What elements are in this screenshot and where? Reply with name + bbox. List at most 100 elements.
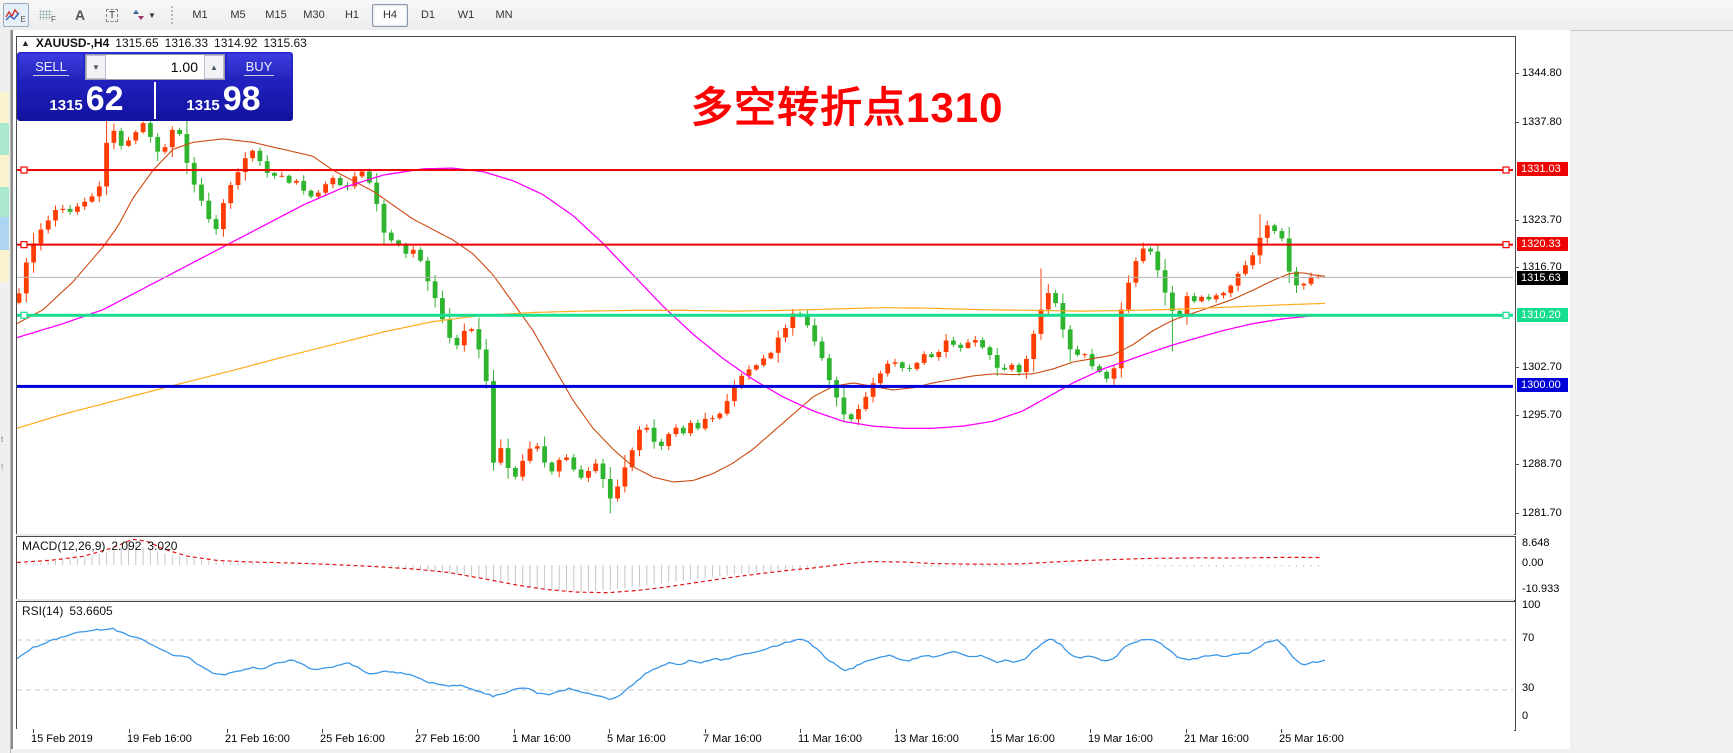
- timeframe-m30[interactable]: M30: [303, 9, 325, 21]
- timeframe-w1[interactable]: W1: [457, 9, 475, 21]
- time-tick: [1281, 729, 1282, 733]
- time-tick: [227, 729, 228, 733]
- chart-annotation: 多空转折点1310: [691, 84, 1004, 131]
- hline-1331.03[interactable]: [17, 169, 1513, 172]
- strip-segment: [0, 250, 9, 282]
- time-label: 15 Mar 16:00: [990, 733, 1055, 745]
- timeframe-m15[interactable]: M15: [265, 9, 287, 21]
- hline-1320.33[interactable]: [17, 243, 1513, 246]
- rsi-pane[interactable]: [16, 601, 1516, 731]
- text-box-icon[interactable]: T: [99, 3, 125, 27]
- rsi-axis-label: 70: [1522, 632, 1535, 644]
- time-tick: [705, 729, 706, 733]
- buy-price[interactable]: 1315 98: [186, 80, 261, 118]
- rsi-axis-label: 100: [1522, 599, 1541, 611]
- rsi-value: 53.6605: [69, 604, 113, 618]
- timeframe-h4[interactable]: H4: [372, 3, 408, 27]
- price-divider: [154, 82, 156, 119]
- volume-input[interactable]: [106, 55, 204, 79]
- time-label: 7 Mar 16:00: [703, 733, 762, 745]
- chevron-down-icon: ▼: [148, 10, 156, 20]
- time-tick: [514, 729, 515, 733]
- time-label: 25 Feb 16:00: [320, 733, 385, 745]
- time-label: 11 Mar 16:00: [798, 733, 863, 745]
- ohlc-high: 1316.33: [164, 36, 209, 50]
- chart-zigzag-glyph: [5, 8, 20, 21]
- line-handle[interactable]: [1502, 311, 1510, 319]
- timeframe-mn[interactable]: MN: [495, 9, 513, 21]
- hline-1310.2[interactable]: [17, 313, 1513, 317]
- price-badge: 1300.00: [1517, 378, 1568, 392]
- time-tick: [609, 729, 610, 733]
- macd-pane[interactable]: [16, 536, 1516, 601]
- price-axis[interactable]: 1344.80 1337.80 1323.70 1316.70 1302.70 1295.…: [1516, 36, 1570, 729]
- line-handle[interactable]: [1502, 241, 1510, 249]
- symbol-period: XAUUSD-,H4: [35, 36, 110, 50]
- timeframe-d1[interactable]: D1: [420, 9, 436, 21]
- time-tick: [992, 729, 993, 733]
- price-tick-label: 1323.70: [1522, 214, 1562, 226]
- sell-button[interactable]: SELL: [19, 54, 83, 80]
- timeframe-m1[interactable]: M1: [192, 9, 208, 21]
- axis-tick: [1516, 464, 1519, 465]
- time-label: 1 Mar 16:00: [512, 733, 571, 745]
- pane-splitter[interactable]: [16, 599, 1514, 601]
- line-handle[interactable]: [20, 241, 28, 249]
- chart-window: ▲ XAUUSD-,H4 1315.65 1316.33 1314.92 131…: [11, 30, 1570, 749]
- time-tick: [129, 729, 130, 733]
- pane-splitter[interactable]: [16, 534, 1514, 536]
- strip-mark: !: [1, 463, 4, 472]
- ma-fast: [17, 138, 1326, 483]
- time-tick: [1090, 729, 1091, 733]
- price-tick-label: 1302.70: [1522, 361, 1562, 373]
- axis-tick: [1516, 73, 1519, 74]
- strip-segment: [0, 123, 9, 155]
- time-label: 25 Mar 16:00: [1279, 733, 1344, 745]
- one-click-trade-panel: SELL ▼ ▲ BUY 1315 62 1315 98: [17, 52, 293, 121]
- ohlc-open: 1315.65: [115, 36, 159, 50]
- chart-title: ▲ XAUUSD-,H4 1315.65 1316.33 1314.92 131…: [21, 36, 307, 50]
- timeframe-h1[interactable]: H1: [344, 9, 360, 21]
- macd-axis-label: -10.933: [1522, 583, 1560, 595]
- market-watch-edge[interactable]: t!: [0, 30, 11, 753]
- price-tick-label: 1281.70: [1522, 507, 1562, 519]
- volume-increase-button[interactable]: ▲: [204, 55, 224, 79]
- macd-label-line: MACD(12,26,9) 2.092 3.020: [22, 539, 178, 553]
- symbol-arrow-icon: ▲: [21, 38, 30, 48]
- ma-slow: [17, 302, 1326, 429]
- sell-price[interactable]: 1315 62: [49, 80, 124, 118]
- line-handle[interactable]: [20, 311, 28, 319]
- price-tick-label: 1316.70: [1522, 261, 1562, 273]
- strip-mark: t: [1, 435, 4, 444]
- main-toolbar: E F A T ▼ M1 M5 M15 M30 H1 H4 D1 W1 MN: [0, 0, 1733, 31]
- grid-icon[interactable]: F: [35, 3, 61, 27]
- ma-mid: [17, 167, 1326, 429]
- axis-tick: [1516, 513, 1519, 514]
- price-badge: 1315.63: [1517, 271, 1568, 285]
- time-label: 21 Feb 16:00: [225, 733, 290, 745]
- line-handle[interactable]: [1502, 166, 1510, 174]
- time-tick: [896, 729, 897, 733]
- buy-button[interactable]: BUY: [227, 54, 291, 80]
- volume-decrease-button[interactable]: ▼: [86, 55, 106, 79]
- cursor-mode-icon[interactable]: ▼: [131, 3, 157, 27]
- expert-chart-icon[interactable]: E: [3, 3, 29, 27]
- text-label-icon[interactable]: A: [74, 7, 86, 23]
- strip-segment: [0, 282, 9, 753]
- ohlc-close: 1315.63: [263, 36, 307, 50]
- time-tick: [800, 729, 801, 733]
- axis-tick: [1516, 415, 1519, 416]
- rsi-line: [17, 627, 1326, 701]
- volume-stepper: ▼ ▲: [85, 54, 225, 80]
- price-badge: 1331.03: [1517, 162, 1568, 176]
- time-axis[interactable]: 15 Feb 2019 19 Feb 16:00 21 Feb 16:00 25 Fe…: [16, 729, 1514, 749]
- axis-tick: [1516, 122, 1519, 123]
- hline-1300[interactable]: [17, 384, 1513, 388]
- line-handle[interactable]: [20, 166, 28, 174]
- timeframe-m5[interactable]: M5: [230, 9, 246, 21]
- time-label: 15 Feb 2019: [31, 733, 93, 745]
- macd-signal-line: [17, 538, 1323, 594]
- rsi-label-line: RSI(14) 53.6605: [22, 604, 113, 618]
- price-tick-label: 1295.70: [1522, 409, 1562, 421]
- strip-segment: [0, 30, 9, 92]
